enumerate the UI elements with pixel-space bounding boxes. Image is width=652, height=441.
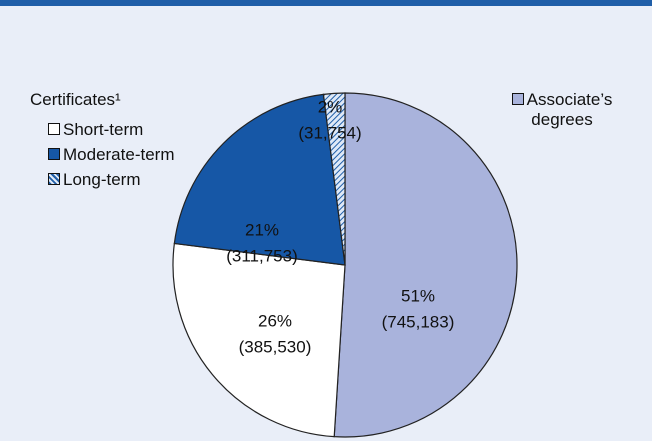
count-label: (745,183): [382, 312, 455, 331]
legend-swatch: [48, 148, 60, 160]
legend-swatch: [48, 173, 60, 185]
pie-slice: [172, 242, 346, 438]
count-label: (31,754): [298, 123, 361, 142]
pie-slice: [333, 92, 518, 438]
value-label: 51%: [401, 286, 435, 305]
pie-slice: [173, 93, 346, 266]
legend-title: Certificates¹: [30, 90, 121, 109]
legend-label: Moderate-term: [63, 145, 175, 164]
legend-label: Associate’s degrees: [526, 90, 613, 129]
value-label: 2%: [318, 97, 343, 116]
pie-slice: [322, 92, 346, 266]
count-label: (311,753): [226, 246, 298, 265]
value-label: 21%: [245, 220, 279, 239]
value-label: 26%: [258, 311, 292, 330]
legend-label: Short-term: [63, 120, 144, 139]
legend-swatch: [48, 123, 60, 135]
legend-item: Long-term: [48, 170, 248, 190]
legend-label: Long-term: [63, 170, 141, 189]
count-label: (385,530): [239, 337, 312, 356]
legend-item: Moderate-term: [48, 145, 248, 165]
top-bar: [0, 0, 652, 6]
legend-item: Short-term: [48, 120, 248, 140]
legend-item: Associate’s degrees: [497, 90, 627, 130]
legend-swatch: [511, 93, 524, 105]
